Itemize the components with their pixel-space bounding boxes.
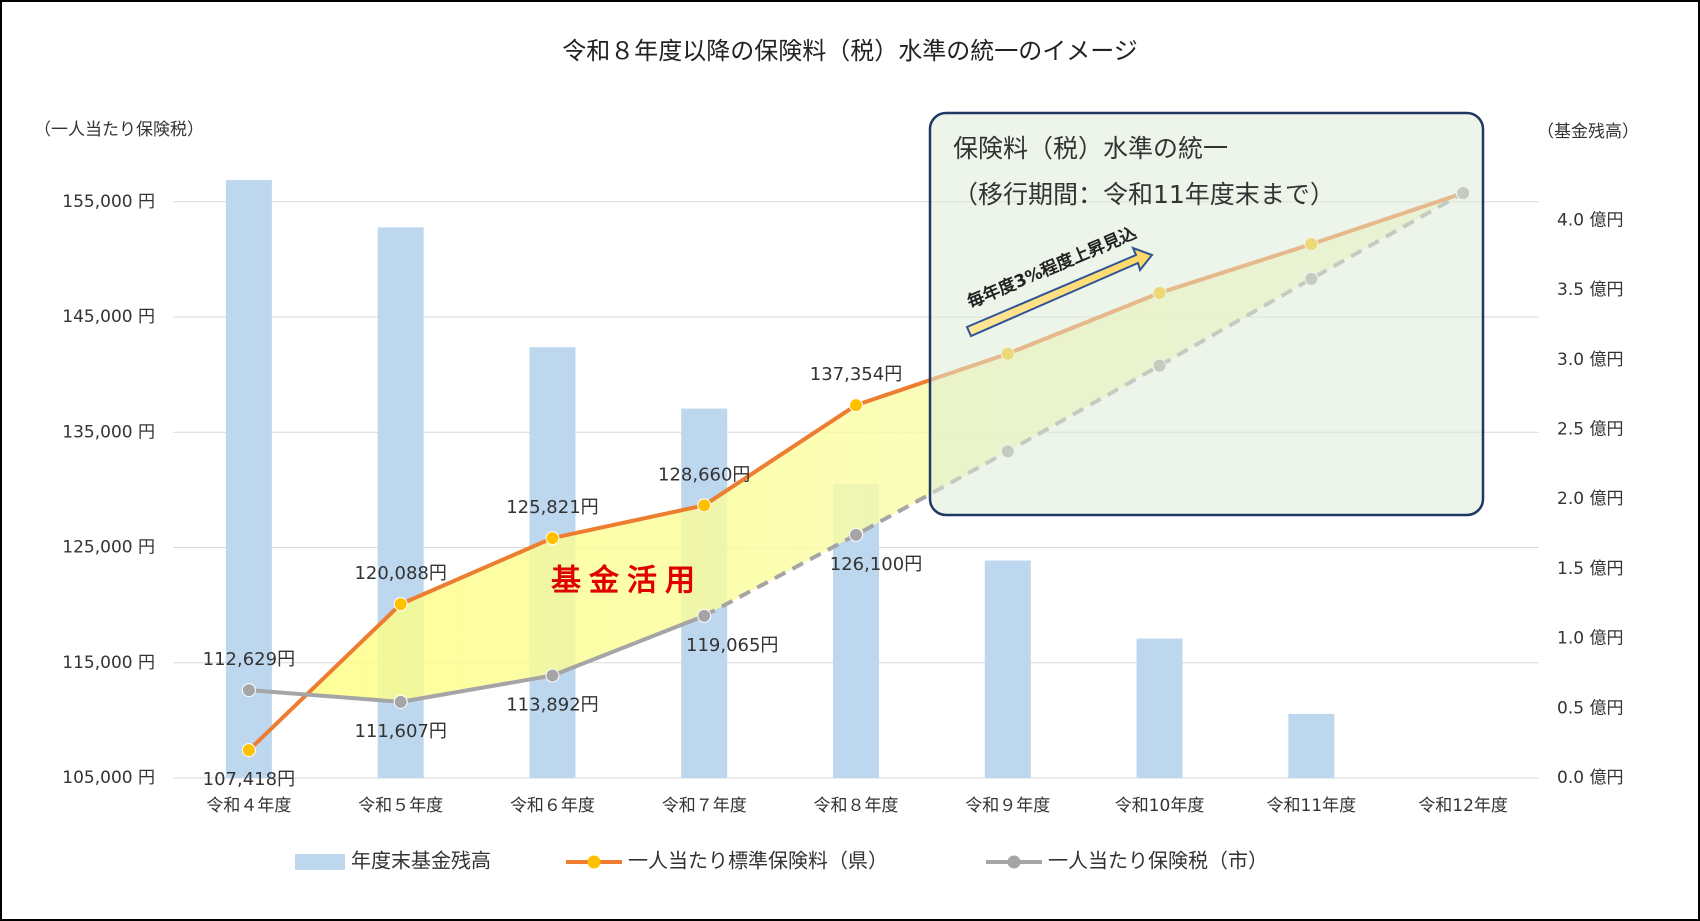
x-tick-label: 令和８年度 xyxy=(814,796,899,816)
data-label: 125,821円 xyxy=(506,497,598,518)
chart-title: 令和８年度以降の保険料（税）水準の統一のイメージ xyxy=(562,37,1138,65)
marker xyxy=(849,398,863,413)
bar xyxy=(225,179,272,779)
x-tick-label: 令和10年度 xyxy=(1115,796,1205,816)
data-label: 126,100円 xyxy=(830,554,922,575)
y2-tick-label: 2.5 億円 xyxy=(1557,419,1623,439)
marker xyxy=(393,694,408,709)
y-tick-label: 135,000 円 xyxy=(62,422,155,442)
x-tick-label: 令和６年度 xyxy=(510,796,595,816)
arrow xyxy=(965,246,1154,338)
marker xyxy=(545,668,560,683)
y2-tick-label: 3.0 億円 xyxy=(1557,350,1623,370)
y-tick-label: 125,000 円 xyxy=(62,538,155,558)
data-label: 111,607円 xyxy=(354,721,446,742)
y2-tick-label: 4.0 億円 xyxy=(1557,210,1623,230)
box-subtitle: （移行期間：令和11年度末まで） xyxy=(953,180,1335,209)
data-label: 112,629円 xyxy=(203,649,295,670)
bar xyxy=(1288,713,1335,778)
legend-marker xyxy=(1007,855,1021,869)
data-label: 120,088円 xyxy=(354,563,446,584)
y-tick-label: 105,000 円 xyxy=(62,768,155,788)
marker xyxy=(545,531,560,546)
y2-tick-label: 1.5 億円 xyxy=(1557,559,1623,579)
legend-marker xyxy=(587,855,601,869)
fund-label: 基金活用 xyxy=(551,564,703,599)
annotation-box xyxy=(928,111,1485,517)
x-tick-label: 令和11年度 xyxy=(1267,796,1357,816)
legend-label: 一人当たり標準保険料（県） xyxy=(628,849,888,873)
x-tick-label: 令和12年度 xyxy=(1418,796,1508,816)
y-axis-label: （一人当たり保険税） xyxy=(34,120,204,140)
marker xyxy=(241,743,256,758)
data-label: 128,660円 xyxy=(658,464,750,485)
data-label: 137,354円 xyxy=(810,364,902,385)
data-label: 113,892円 xyxy=(506,695,598,716)
box-title: 保険料（税）水準の統一 xyxy=(953,134,1228,163)
y2-tick-label: 0.0 億円 xyxy=(1557,768,1623,788)
x-tick-label: 令和９年度 xyxy=(965,796,1050,816)
y-tick-label: 155,000 円 xyxy=(62,192,155,212)
y-tick-label: 145,000 円 xyxy=(62,307,155,327)
legend-label: 年度末基金残高 xyxy=(351,849,491,873)
legend-label: 一人当たり保険税（市） xyxy=(1048,849,1268,873)
marker xyxy=(697,608,712,623)
x-tick-label: 令和５年度 xyxy=(358,796,443,816)
y2-tick-label: 1.0 億円 xyxy=(1557,629,1623,649)
x-tick-label: 令和４年度 xyxy=(206,796,291,816)
y2-axis-label: （基金残高） xyxy=(1537,122,1639,142)
y2-tick-label: 3.5 億円 xyxy=(1557,280,1623,300)
bar xyxy=(1136,638,1183,778)
y2-tick-label: 2.0 億円 xyxy=(1557,489,1623,509)
marker xyxy=(697,498,712,513)
line xyxy=(248,614,705,704)
legend-swatch xyxy=(295,854,345,870)
marker xyxy=(393,597,408,612)
bar xyxy=(984,560,1031,778)
data-label: 119,065円 xyxy=(686,635,778,656)
marker xyxy=(849,527,863,542)
marker xyxy=(241,683,256,698)
data-label: 107,418円 xyxy=(203,769,295,790)
y2-tick-label: 0.5 億円 xyxy=(1557,698,1623,718)
y-tick-label: 115,000 円 xyxy=(62,653,155,673)
x-tick-label: 令和７年度 xyxy=(662,796,747,816)
